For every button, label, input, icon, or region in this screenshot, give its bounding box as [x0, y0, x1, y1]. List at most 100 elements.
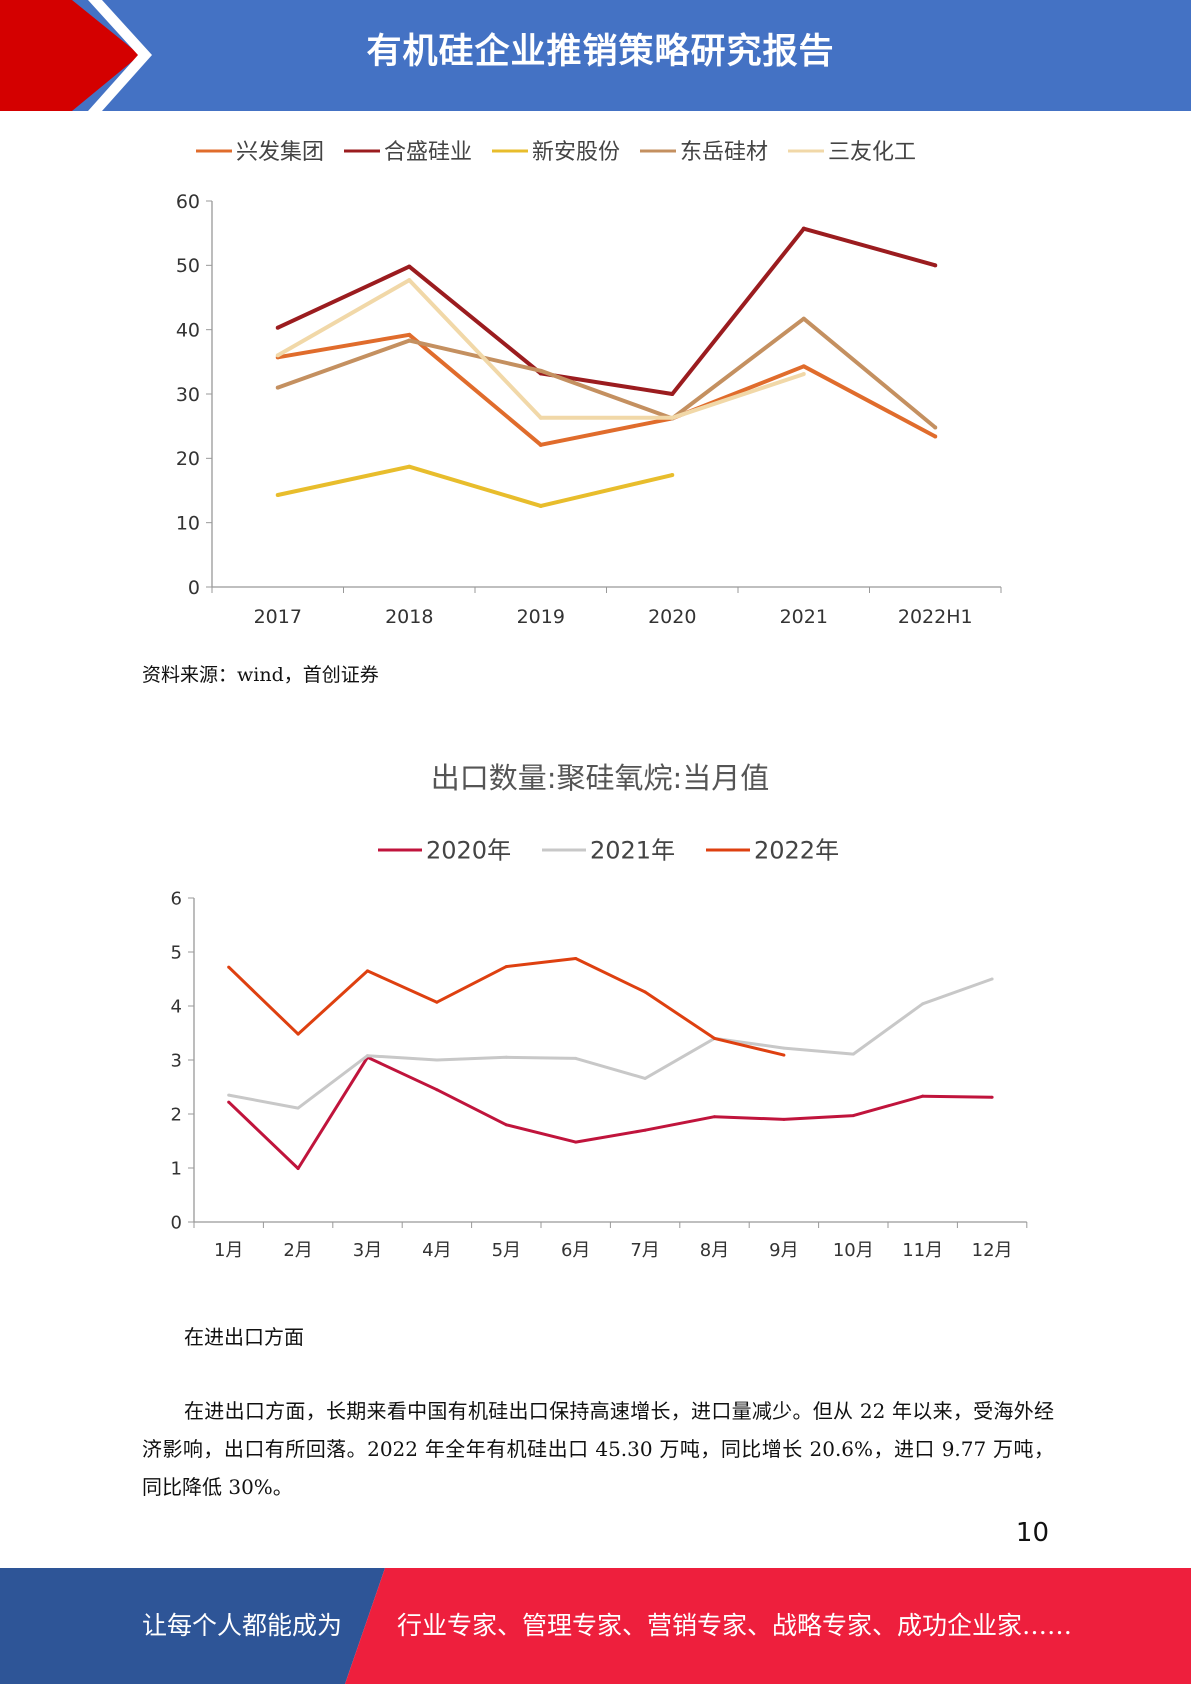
data-point-2020年: [574, 1140, 578, 1144]
data-point-2021年: [990, 977, 994, 981]
x-tick-label: 4月: [422, 1240, 451, 1261]
legend-label-2021年: 2021年: [590, 837, 675, 865]
data-point-2020年: [227, 1100, 231, 1104]
page-number: 10: [1015, 1518, 1049, 1548]
series-line-2021年: [228, 977, 993, 1110]
y-tick-label: 20: [176, 448, 200, 470]
data-point-东岳硅材: [933, 425, 938, 430]
x-tick-label: 2022H1: [898, 606, 973, 628]
data-point-三友化工: [538, 415, 543, 420]
data-point-合盛硅业: [407, 264, 412, 269]
y-tick-label: 6: [171, 888, 182, 909]
x-tick-label: 2017: [254, 606, 302, 628]
data-point-2020年: [851, 1114, 855, 1118]
data-point-2022年: [227, 965, 231, 969]
data-point-2022年: [643, 990, 647, 994]
profit-margin-chart: 兴发集团 合盛硅业 新安股份 东岳硅材 三友化工 0 10 20 30 40 50 60 2017 201…: [130, 120, 1030, 640]
page-header: 有机硅企业推销策略研究报告: [0, 0, 1191, 111]
data-point-三友化工: [670, 415, 675, 420]
x-tick-label: 5月: [492, 1240, 521, 1261]
footer-slogan-left: 让每个人都能成为: [142, 1611, 343, 1640]
data-point-兴发集团: [801, 364, 806, 369]
data-point-2022年: [782, 1053, 786, 1057]
y-tick-label: 40: [176, 320, 200, 342]
x-tick-label: 6月: [561, 1240, 590, 1261]
data-point-三友化工: [801, 372, 806, 377]
data-point-2021年: [366, 1054, 369, 1058]
data-point-2020年: [921, 1094, 925, 1098]
y-tick-label: 2: [171, 1104, 182, 1125]
data-point-2021年: [643, 1076, 647, 1080]
header-title: 有机硅企业推销策略研究报告: [366, 32, 835, 72]
footer-background: [0, 1568, 1191, 1684]
data-point-合盛硅业: [670, 392, 675, 396]
legend-label-新安股份: 新安股份: [532, 140, 620, 165]
export-volume-chart: 出口数量:聚硅氧烷:当月值 2020年 2021年 2022年 0 1 2 3 4 5 6 1月 2月 3…: [130, 760, 1050, 1280]
y-tick-label: 4: [171, 996, 182, 1017]
data-point-2020年: [643, 1128, 647, 1132]
y-tick-label: 0: [171, 1212, 182, 1233]
data-point-2021年: [782, 1046, 786, 1050]
data-point-2021年: [921, 1002, 925, 1006]
series-line-新安股份: [277, 464, 673, 508]
series-line-东岳硅材: [277, 316, 937, 430]
data-point-合盛硅业: [801, 226, 806, 231]
data-point-2021年: [435, 1058, 439, 1062]
data-point-三友化工: [275, 353, 280, 358]
data-point-东岳硅材: [538, 368, 543, 373]
source-note: 资料来源：wind，首创证券: [142, 664, 379, 686]
x-tick-label: 1月: [214, 1240, 243, 1261]
data-point-2020年: [504, 1123, 508, 1127]
x-tick-label: 2021: [780, 606, 828, 628]
data-point-三友化工: [407, 278, 412, 283]
y-tick-label: 3: [171, 1050, 182, 1071]
data-point-新安股份: [407, 464, 412, 469]
legend-label-合盛硅业: 合盛硅业: [384, 140, 472, 165]
data-point-2021年: [504, 1055, 508, 1059]
x-tick-label: 12月: [972, 1240, 1013, 1261]
header-arrow-decoration: [0, 0, 152, 111]
legend-label-2020年: 2020年: [426, 837, 511, 865]
chart-2-title: 出口数量:聚硅氧烷:当月值: [431, 761, 770, 795]
data-point-新安股份: [275, 493, 280, 498]
y-tick-label: 30: [176, 384, 200, 406]
legend-label-兴发集团: 兴发集团: [236, 140, 324, 165]
x-tick-label: 7月: [630, 1240, 659, 1261]
series-line-2020年: [227, 1055, 993, 1170]
x-tick-label: 10月: [833, 1240, 874, 1261]
y-tick-label: 1: [171, 1158, 182, 1179]
chart-2-svg: 出口数量:聚硅氧烷:当月值 2020年 2021年 2022年 0 1 2 3 4 5 6 1月 2月 3…: [171, 761, 1028, 1261]
y-tick-label: 60: [176, 191, 200, 213]
data-point-东岳硅材: [407, 338, 412, 343]
x-tick-label: 2018: [385, 606, 433, 628]
y-tick-label: 0: [188, 577, 200, 599]
footer-slogan-right: 行业专家、管理专家、营销专家、战略专家、成功企业家……: [397, 1611, 1073, 1640]
data-point-合盛硅业: [933, 263, 938, 268]
y-tick-label: 5: [171, 942, 182, 963]
chart-1-svg: 兴发集团 合盛硅业 新安股份 东岳硅材 三友化工 0 10 20 30 40 50 60 2017 201…: [176, 140, 1002, 628]
data-point-2020年: [435, 1088, 439, 1092]
data-point-2022年: [574, 956, 578, 960]
series-line-合盛硅业: [276, 226, 936, 396]
series-line-兴发集团: [277, 332, 937, 447]
legend-label-2022年: 2022年: [754, 837, 839, 865]
data-point-2022年: [296, 1032, 300, 1036]
data-point-2022年: [713, 1036, 716, 1040]
body-paragraph: 在进出口方面，长期来看中国有机硅出口保持高速增长，进口量减少。但从 22 年以来…: [142, 1399, 1054, 1499]
x-tick-label: 11月: [902, 1240, 943, 1261]
data-point-2020年: [296, 1167, 300, 1171]
data-point-2021年: [574, 1056, 578, 1060]
x-tick-label: 8月: [700, 1240, 729, 1261]
x-tick-label: 2月: [283, 1240, 312, 1261]
page-footer: 让每个人都能成为 行业专家、管理专家、营销专家、战略专家、成功企业家……: [0, 1568, 1191, 1684]
data-point-2021年: [851, 1052, 855, 1056]
series-line-2022年: [227, 957, 785, 1057]
x-tick-label: 3月: [353, 1240, 382, 1261]
section-intro: 在进出口方面: [184, 1325, 304, 1349]
data-point-东岳硅材: [275, 385, 280, 390]
data-point-兴发集团: [933, 434, 938, 439]
data-point-2022年: [366, 969, 369, 973]
data-point-新安股份: [670, 473, 675, 478]
data-point-兴发集团: [538, 442, 543, 447]
data-point-2022年: [435, 1000, 439, 1004]
